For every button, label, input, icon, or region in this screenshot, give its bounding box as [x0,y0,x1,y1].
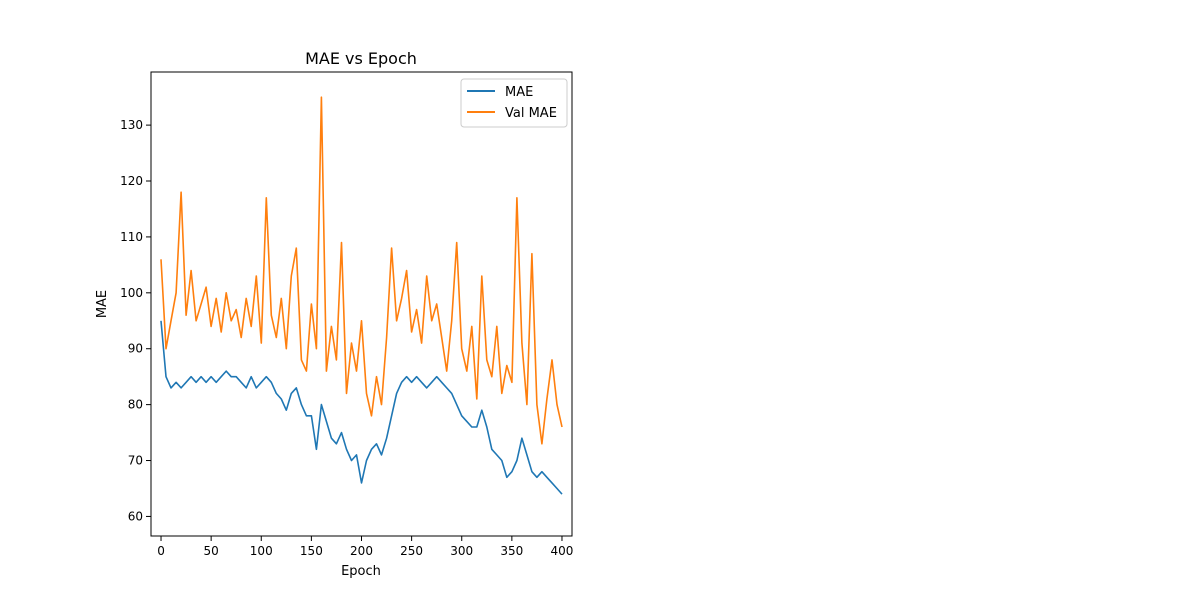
x-tick-label: 100 [250,544,273,558]
x-tick-label: 150 [300,544,323,558]
x-axis-ticks: 0 50 100 150 200 250 300 350 400 [157,536,573,558]
y-tick-label: 120 [120,174,143,188]
y-tick-label: 70 [128,454,143,468]
x-tick-label: 200 [350,544,373,558]
x-tick-label: 50 [204,544,219,558]
legend-val-mae-label: Val MAE [505,106,557,121]
series-lines [160,96,563,495]
plot-area: 0 50 100 150 200 250 300 350 400 60 70 80 90 100 110 1… [120,71,573,558]
x-tick-label: 400 [551,544,574,558]
chart-title: MAE vs Epoch [305,49,417,68]
y-axis-ticks: 60 70 80 90 100 110 120 130 [120,118,151,523]
x-tick-label: 250 [400,544,423,558]
legend-mae-label: MAE [505,85,533,100]
legend: MAE Val MAE [460,78,568,128]
y-axis-label: MAE [95,290,110,318]
y-tick-label: 90 [128,342,143,356]
x-axis-label: Epoch [341,564,381,579]
y-tick-label: 80 [128,398,143,412]
series-line-val-mae [160,96,563,445]
series-line-mae [160,320,563,495]
y-tick-label: 60 [128,509,143,523]
x-tick-label: 350 [500,544,523,558]
y-tick-label: 100 [120,286,143,300]
x-tick-label: 300 [450,544,473,558]
y-tick-label: 110 [120,230,143,244]
x-tick-label: 0 [157,544,165,558]
y-tick-label: 130 [120,118,143,132]
